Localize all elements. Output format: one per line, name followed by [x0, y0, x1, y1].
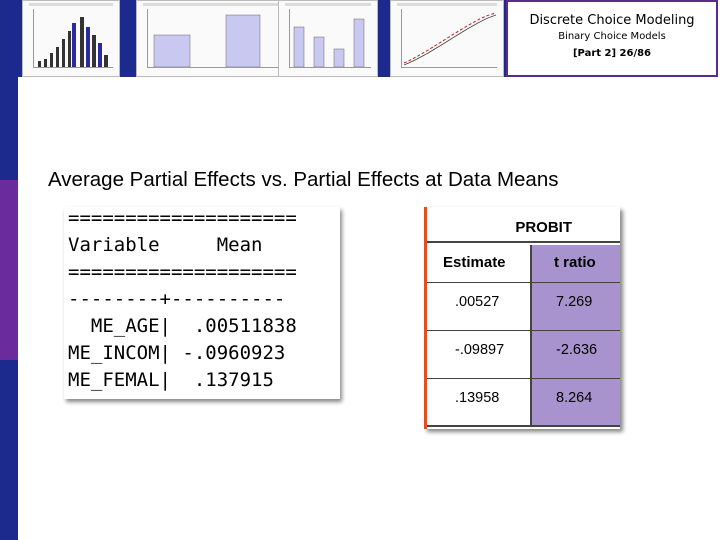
left-bar-segment-top	[0, 0, 18, 180]
output-line: ====================	[68, 207, 297, 229]
course-subtitle: Binary Choice Models	[558, 31, 666, 42]
table-left-rule	[424, 207, 427, 429]
partial-effects-output: ==================== Variable Mean =====…	[64, 207, 340, 399]
thumbnail-bar-chart-2	[136, 0, 288, 77]
t-ratio-cell: -2.636	[530, 331, 620, 379]
thumbnail-bar-chart-1	[22, 0, 120, 77]
estimate-cell: -.09897	[427, 331, 530, 379]
left-bar-segment-bottom	[0, 360, 18, 540]
column-header-estimate: Estimate	[427, 245, 530, 283]
output-line: --------+----------	[68, 288, 286, 310]
slide-number: [Part 2] 26/86	[572, 48, 652, 59]
output-line: ME_FEMAL| .137915	[68, 369, 274, 391]
thumbnail-strip	[18, 0, 506, 77]
probit-title: PROBIT	[515, 219, 572, 236]
probit-table-header: PROBIT	[427, 207, 620, 243]
output-line: Variable Mean	[68, 234, 263, 256]
t-ratio-cell: 8.264	[530, 379, 620, 427]
probit-table: PROBIT Estimate t ratio .00527 7.269 -.0…	[424, 207, 620, 429]
estimate-cell: .13958	[427, 379, 530, 427]
estimate-cell: .00527	[427, 283, 530, 331]
left-bar-segment-middle	[0, 180, 18, 360]
slide-heading: Average Partial Effects vs. Partial Effe…	[48, 168, 559, 191]
slide-title-box: Discrete Choice Modeling Binary Choice M…	[506, 0, 718, 77]
course-title: Discrete Choice Modeling	[529, 13, 695, 28]
t-ratio-cell: 7.269	[530, 283, 620, 331]
left-accent-bar	[0, 0, 18, 540]
thumbnail-line-chart	[390, 0, 504, 77]
column-header-t-ratio: t ratio	[530, 245, 620, 283]
thumbnail-bar-chart-3	[278, 0, 378, 77]
output-line: ME_AGE| .00511838	[68, 315, 297, 337]
output-line: ME_INCOM| -.0960923	[68, 342, 286, 364]
output-line: ====================	[68, 261, 297, 283]
